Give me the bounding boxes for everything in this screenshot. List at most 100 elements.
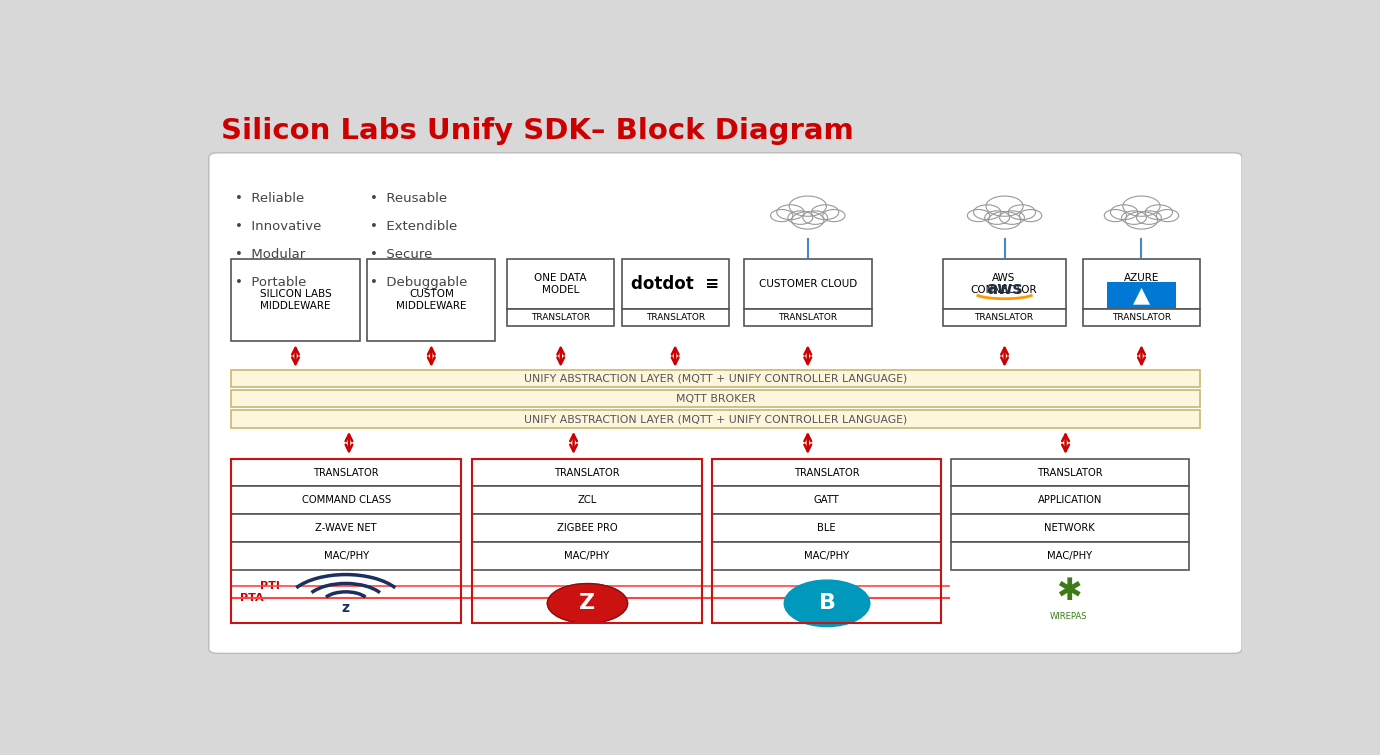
FancyBboxPatch shape: [232, 411, 1201, 428]
Text: CUSTOMER CLOUD: CUSTOMER CLOUD: [759, 279, 857, 289]
Text: •  Modular: • Modular: [235, 248, 305, 261]
Text: Z: Z: [580, 593, 596, 613]
FancyBboxPatch shape: [472, 486, 702, 514]
Text: AWS
CONNECTOR: AWS CONNECTOR: [970, 273, 1038, 294]
Circle shape: [1145, 205, 1173, 220]
FancyBboxPatch shape: [712, 514, 941, 542]
FancyBboxPatch shape: [232, 458, 461, 486]
Text: TRANSLATOR: TRANSLATOR: [1036, 467, 1103, 478]
Text: •  Extendible: • Extendible: [370, 220, 458, 233]
FancyBboxPatch shape: [508, 259, 614, 309]
Text: AZURE
CONNECTOR: AZURE CONNECTOR: [1108, 273, 1174, 294]
Text: z: z: [342, 601, 349, 615]
Text: ✱: ✱: [1056, 578, 1082, 606]
Text: MAC/PHY: MAC/PHY: [805, 551, 849, 561]
Text: MQTT BROKER: MQTT BROKER: [676, 393, 756, 404]
FancyBboxPatch shape: [943, 309, 1065, 326]
FancyBboxPatch shape: [712, 542, 941, 570]
Ellipse shape: [548, 584, 628, 623]
Text: B: B: [818, 593, 835, 613]
Circle shape: [770, 210, 794, 222]
Text: •  Portable: • Portable: [235, 276, 306, 289]
FancyBboxPatch shape: [943, 259, 1065, 309]
Text: •  Innovative: • Innovative: [235, 220, 322, 233]
FancyBboxPatch shape: [622, 259, 729, 309]
Text: BLE: BLE: [817, 523, 836, 533]
Text: aws: aws: [987, 280, 1023, 298]
Text: TRANSLATOR: TRANSLATOR: [778, 313, 838, 322]
Text: UNIFY ABSTRACTION LAYER (MQTT + UNIFY CONTROLLER LANGUAGE): UNIFY ABSTRACTION LAYER (MQTT + UNIFY CO…: [524, 414, 908, 424]
Circle shape: [1111, 205, 1137, 220]
Text: PTA: PTA: [240, 593, 264, 602]
Text: TRANSLATOR: TRANSLATOR: [531, 313, 591, 322]
FancyBboxPatch shape: [744, 259, 872, 309]
FancyBboxPatch shape: [232, 390, 1201, 408]
FancyBboxPatch shape: [712, 458, 941, 486]
FancyBboxPatch shape: [1107, 282, 1176, 308]
FancyBboxPatch shape: [951, 514, 1188, 542]
Circle shape: [777, 205, 805, 220]
Text: NETWORK: NETWORK: [1045, 523, 1096, 533]
Circle shape: [788, 211, 813, 224]
Circle shape: [1020, 210, 1042, 222]
Text: •  Reusable: • Reusable: [370, 193, 447, 205]
Circle shape: [1123, 196, 1161, 216]
FancyBboxPatch shape: [712, 486, 941, 514]
FancyBboxPatch shape: [232, 370, 1201, 387]
Text: PTI: PTI: [261, 581, 280, 591]
FancyBboxPatch shape: [1083, 259, 1201, 309]
FancyBboxPatch shape: [508, 309, 614, 326]
Text: WIREPAS: WIREPAS: [1050, 612, 1087, 621]
Text: •  Secure: • Secure: [370, 248, 433, 261]
Circle shape: [985, 211, 1010, 224]
FancyBboxPatch shape: [744, 309, 872, 326]
FancyBboxPatch shape: [951, 486, 1188, 514]
FancyBboxPatch shape: [622, 309, 729, 326]
Text: Z-WAVE NET: Z-WAVE NET: [316, 523, 377, 533]
Text: SILICON LABS
MIDDLEWARE: SILICON LABS MIDDLEWARE: [259, 289, 331, 311]
Text: TRANSLATOR: TRANSLATOR: [646, 313, 705, 322]
Circle shape: [1009, 205, 1035, 220]
FancyBboxPatch shape: [951, 458, 1188, 486]
FancyBboxPatch shape: [232, 514, 461, 542]
Circle shape: [1156, 210, 1179, 222]
Circle shape: [784, 580, 869, 627]
Text: ▲: ▲: [1133, 285, 1150, 305]
Circle shape: [967, 210, 989, 222]
Circle shape: [1122, 211, 1147, 224]
Text: •  Debuggable: • Debuggable: [370, 276, 468, 289]
Text: UNIFY ABSTRACTION LAYER (MQTT + UNIFY CONTROLLER LANGUAGE): UNIFY ABSTRACTION LAYER (MQTT + UNIFY CO…: [524, 374, 908, 384]
Text: COMMAND CLASS: COMMAND CLASS: [302, 495, 391, 505]
FancyBboxPatch shape: [232, 486, 461, 514]
Text: ZIGBEE PRO: ZIGBEE PRO: [556, 523, 617, 533]
Circle shape: [985, 196, 1023, 216]
Circle shape: [973, 205, 1000, 220]
FancyBboxPatch shape: [472, 458, 702, 486]
Circle shape: [822, 210, 845, 222]
FancyBboxPatch shape: [472, 542, 702, 570]
Circle shape: [789, 196, 827, 216]
FancyBboxPatch shape: [232, 542, 461, 570]
Text: TRANSLATOR: TRANSLATOR: [793, 467, 860, 478]
Text: CUSTOM
MIDDLEWARE: CUSTOM MIDDLEWARE: [396, 289, 466, 311]
Text: MAC/PHY: MAC/PHY: [1047, 551, 1093, 561]
FancyBboxPatch shape: [208, 153, 1242, 653]
Text: Silicon Labs Unify SDK– Block Diagram: Silicon Labs Unify SDK– Block Diagram: [221, 117, 853, 145]
Text: TRANSLATOR: TRANSLATOR: [974, 313, 1034, 322]
FancyBboxPatch shape: [367, 259, 495, 341]
Circle shape: [811, 205, 839, 220]
Text: MAC/PHY: MAC/PHY: [564, 551, 610, 561]
Circle shape: [988, 211, 1021, 229]
Circle shape: [1104, 210, 1126, 222]
FancyBboxPatch shape: [1083, 309, 1201, 326]
Text: dotdot  ≡: dotdot ≡: [631, 275, 719, 293]
FancyBboxPatch shape: [232, 259, 360, 341]
Text: APPLICATION: APPLICATION: [1038, 495, 1103, 505]
Circle shape: [1137, 211, 1162, 224]
FancyBboxPatch shape: [951, 542, 1188, 570]
Text: MAC/PHY: MAC/PHY: [324, 551, 368, 561]
Text: ZCL: ZCL: [577, 495, 596, 505]
Text: GATT: GATT: [814, 495, 839, 505]
Circle shape: [999, 211, 1024, 224]
Text: TRANSLATOR: TRANSLATOR: [313, 467, 380, 478]
